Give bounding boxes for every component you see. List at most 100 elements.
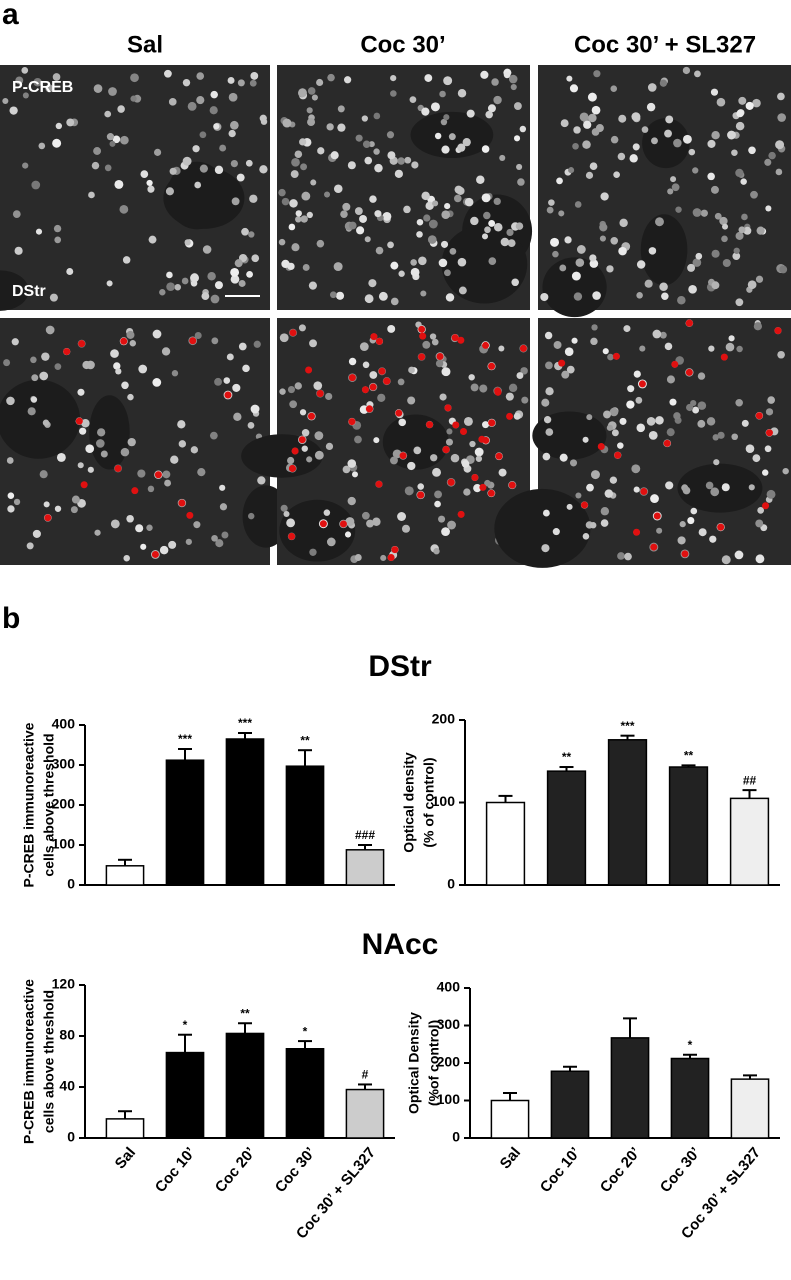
cell [599,235,606,242]
cell [246,270,254,278]
y-tick-label: 100 [432,793,456,809]
cell [717,431,725,439]
cell [148,235,157,244]
cell [184,239,191,246]
labeled-cell [506,412,514,420]
labeled-cell [63,348,71,356]
cell [677,536,686,545]
cell [710,487,720,497]
cell [421,191,430,201]
cell [114,179,124,189]
bar [105,865,145,886]
labeled-cell [186,511,194,519]
labeled-cell [640,487,648,495]
cell [278,238,286,246]
cell [692,208,702,217]
labeled-cell [418,325,426,333]
cell [480,70,489,79]
cell [735,121,745,131]
labeled-cell [495,452,503,460]
labeled-cell [131,487,139,495]
cell [617,552,625,560]
stain-label: P-CREB [12,79,73,96]
cell [606,424,613,431]
cell [120,447,130,457]
cell [377,393,386,402]
cell [738,226,746,234]
cell [473,484,482,493]
cell [14,246,23,255]
cell [619,417,627,425]
y-tick-label: 40 [59,1078,75,1094]
cell [445,293,455,302]
micrographs [0,65,791,568]
y-tick-label: 0 [452,1129,460,1145]
cell [39,470,48,479]
cell [700,209,708,217]
labeled-cell [494,387,502,395]
cell [138,364,148,374]
labeled-cell [488,419,496,427]
cell [257,476,266,485]
cell [670,176,677,183]
cell [354,554,362,561]
cell [193,521,201,529]
cell [354,207,363,216]
cell [548,199,555,206]
cell [479,384,488,393]
labeled-cell [348,418,356,426]
cell [306,107,313,114]
cell [161,347,171,356]
cell [544,331,553,340]
cell [430,454,438,462]
cell [545,387,554,396]
cell [417,483,424,490]
cell [735,298,744,307]
cell [91,161,100,170]
cell [31,180,41,190]
cell [546,206,554,214]
cell [248,231,255,238]
labeled-cell [114,464,122,472]
cell [351,471,359,478]
cell [458,286,467,295]
cell [513,135,521,142]
cell [635,396,643,404]
cell [443,114,450,121]
cell [348,357,357,366]
labeled-cell [418,353,426,361]
significance-label: # [362,1068,369,1082]
cell [725,342,735,352]
cell [301,191,311,201]
cell [736,345,743,353]
cell [66,268,74,276]
labeled-cell [308,412,316,420]
tissue-shadow [677,463,763,513]
cell [666,375,675,384]
cell [356,226,365,235]
cell [364,236,371,243]
cell [757,507,765,514]
cell [503,71,511,79]
cell [599,223,608,232]
labeled-cell [755,412,763,420]
cell [11,338,19,346]
cell [164,479,172,487]
cell [609,407,619,417]
cell [552,528,560,536]
cell [413,446,422,455]
cell [626,400,635,409]
cell [120,135,129,145]
section-title: DStr [368,650,432,683]
labeled-cell [457,336,465,344]
panel-label: a [2,0,19,31]
cell [540,292,549,302]
cell [507,239,516,248]
cell [430,102,440,112]
cell [7,492,15,499]
cell [327,73,335,82]
cell [444,269,451,277]
significance-label: ** [240,1006,250,1020]
cell [38,142,46,150]
